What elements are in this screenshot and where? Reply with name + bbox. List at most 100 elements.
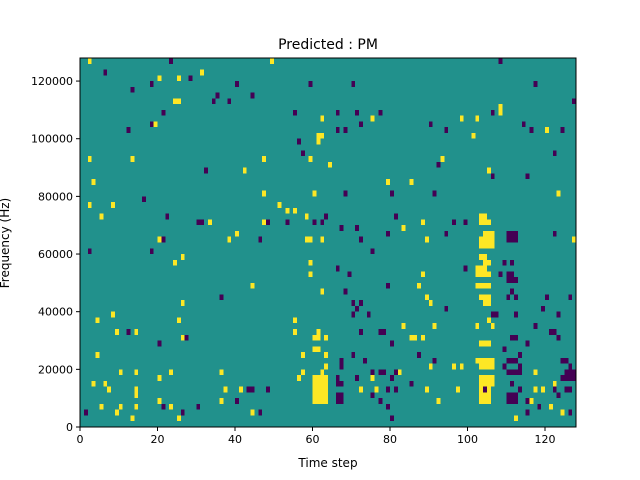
heatmap-cell-high	[308, 236, 313, 243]
heatmap-cell-high	[428, 300, 433, 306]
heatmap-cell-high	[471, 132, 476, 139]
heatmap-cell-high	[490, 236, 495, 243]
heatmap-cell-high	[262, 156, 266, 162]
heatmap-cell-low	[564, 369, 569, 376]
heatmap-cell-low	[355, 109, 359, 116]
heatmap-cell-low	[370, 392, 375, 399]
heatmap-cell-low	[393, 369, 398, 376]
heatmap-cell-high	[475, 115, 480, 122]
heatmap-cell-high	[486, 392, 491, 399]
heatmap-cell-high	[324, 392, 328, 399]
heatmap-cell-high	[293, 317, 297, 324]
heatmap-cell-low	[393, 213, 398, 220]
heatmap-cell-high	[483, 230, 487, 237]
heatmap-cell-low	[572, 369, 576, 376]
heatmap-cell-low	[335, 265, 340, 272]
heatmap-cell-high	[207, 219, 212, 226]
heatmap-cell-high	[316, 375, 321, 381]
heatmap-cell-high	[479, 386, 483, 393]
heatmap-cell-low	[506, 294, 511, 301]
heatmap-cell-high	[219, 398, 224, 404]
heatmap-cell-high	[173, 98, 177, 105]
heatmap-cell-high	[490, 323, 495, 329]
heatmap-cell-high	[541, 386, 545, 393]
y-tick-label: 40000	[38, 306, 73, 319]
heatmap-cell-low	[362, 357, 367, 364]
heatmap-cell-high	[486, 340, 491, 347]
heatmap-cell-high	[548, 403, 553, 410]
heatmap-cell-low	[393, 386, 398, 393]
heatmap-cell-low	[444, 305, 449, 312]
heatmap-cell-high	[95, 352, 100, 358]
heatmap-cell-low	[87, 248, 92, 255]
heatmap-cell-high	[87, 58, 92, 64]
heatmap-cell-low	[343, 190, 348, 197]
heatmap-cell-high	[134, 403, 139, 410]
heatmap-cell-high	[324, 363, 328, 370]
heatmap-cell-low	[312, 219, 317, 226]
heatmap-cell-high	[486, 294, 491, 301]
heatmap-cell-low	[510, 259, 514, 266]
heatmap-cell-low	[409, 380, 414, 387]
heatmap-cell-high	[479, 357, 483, 364]
heatmap-cell-low	[335, 109, 340, 116]
heatmap-cell-high	[475, 323, 480, 329]
heatmap-cell-high	[223, 386, 228, 393]
heatmap-cell-high	[242, 167, 247, 174]
heatmap-cell-high	[490, 363, 495, 370]
heatmap-cell-low	[510, 288, 514, 295]
heatmap-cell-low	[347, 271, 352, 278]
heatmap-cell-high	[421, 334, 425, 341]
x-tick-label: 60	[306, 433, 320, 446]
heatmap-cell-high	[486, 236, 491, 243]
heatmap-cell-low	[130, 86, 135, 93]
heatmap-cell-low	[533, 81, 538, 87]
heatmap-cell-low	[382, 328, 387, 335]
heatmap-cell-low	[510, 398, 514, 404]
heatmap-cell-high	[130, 156, 135, 162]
heatmap-cell-low	[506, 230, 511, 237]
heatmap-cell-high	[324, 375, 328, 381]
heatmap-cell-high	[498, 109, 503, 116]
heatmap-cell-high	[300, 352, 305, 358]
heatmap-cell-low	[308, 81, 313, 87]
heatmap-cell-high	[324, 386, 328, 393]
heatmap-cell-low	[161, 403, 166, 410]
heatmap-cell-high	[479, 254, 483, 260]
heatmap-cell-low	[498, 271, 503, 278]
heatmap-cell-high	[235, 230, 239, 237]
heatmap-cell-high	[459, 363, 464, 370]
heatmap-cell-high	[200, 69, 204, 76]
heatmap-cell-high	[308, 259, 313, 266]
heatmap-cell-high	[514, 415, 518, 422]
heatmap-cell-low	[510, 380, 514, 387]
heatmap-cell-low	[386, 386, 390, 393]
heatmap-cell-high	[320, 288, 325, 295]
heatmap-cell-high	[316, 386, 321, 393]
heatmap-cell-high	[479, 340, 483, 347]
heatmap-cell-high	[312, 346, 317, 353]
heatmap-cell-high	[486, 259, 491, 266]
heatmap-cell-low	[560, 375, 565, 381]
heatmap-cell-high	[440, 156, 445, 162]
heatmap-cell-high	[424, 294, 429, 301]
heatmap-cell-high	[479, 265, 483, 272]
heatmap-cell-high	[483, 398, 487, 404]
heatmap-cell-low	[514, 230, 518, 237]
heatmap-cell-low	[339, 380, 344, 387]
heatmap-cell-high	[417, 282, 421, 289]
heatmap-cell-low	[525, 340, 530, 347]
heatmap-cell-high	[475, 357, 480, 364]
heatmap-cell-high	[359, 386, 363, 393]
heatmap-cell-low	[386, 282, 390, 289]
heatmap-cell-high	[483, 380, 487, 387]
heatmap-cell-low	[514, 398, 518, 404]
heatmap-cell-high	[180, 334, 185, 341]
heatmap-cell-high	[552, 380, 557, 387]
heatmap-cell-low	[560, 127, 565, 133]
heatmap-cell-low	[568, 386, 573, 393]
heatmap-cell-low	[359, 121, 363, 128]
heatmap-cell-high	[107, 386, 111, 393]
heatmap-cell-low	[510, 357, 514, 364]
heatmap-cell-low	[335, 127, 340, 133]
